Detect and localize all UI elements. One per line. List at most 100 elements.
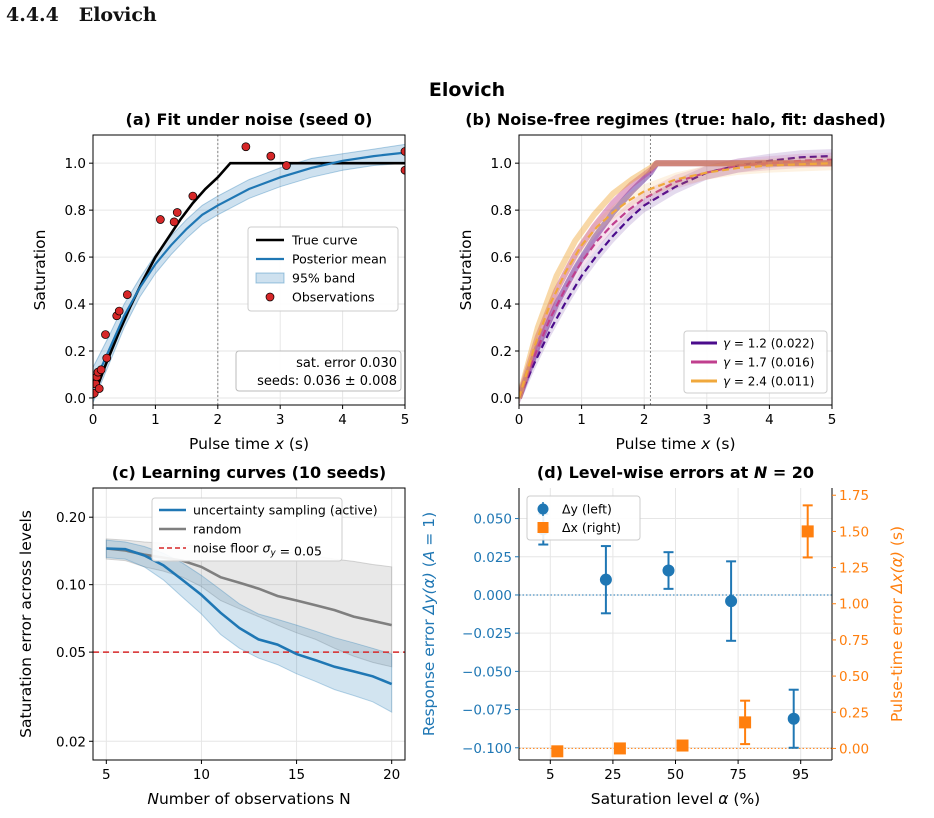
observation-point — [172, 208, 182, 217]
legend-swatch — [255, 272, 285, 284]
axes-frame — [518, 134, 833, 406]
legend-label-2: γ = 1.7 (0.016) — [723, 356, 814, 370]
annotation-line-1: sat. error 0.030 — [296, 356, 397, 371]
observation-point — [266, 151, 276, 161]
y-tick-label-right: 0.75 — [839, 633, 869, 649]
true-curve-line — [93, 161, 405, 399]
y-tick-label-right: 0.25 — [839, 705, 869, 721]
legend-label-3: γ = 2.4 (0.011) — [723, 375, 814, 389]
legend-box — [151, 497, 343, 562]
legend-label-random: random — [193, 522, 241, 537]
observation-point — [241, 142, 251, 152]
plot-area — [93, 538, 405, 713]
x-tick-label: 1 — [151, 412, 160, 428]
observation-point — [101, 330, 110, 339]
y-tick-label: 0.050 — [473, 512, 512, 528]
x-axis-label: Pulse time x (s) — [189, 435, 309, 453]
annotation-line-2: seeds: 0.036 ± 0.008 — [257, 374, 397, 389]
y-tick-label: 0.02 — [56, 734, 86, 750]
x-tick-label: 25 — [604, 767, 621, 783]
x-tick-label: 75 — [730, 767, 747, 783]
x-axis-label: Pulse time x (s) — [616, 435, 736, 453]
observation-point — [102, 353, 112, 363]
dy-point — [725, 595, 738, 608]
y-tick-label: 0.2 — [491, 344, 512, 360]
y-tick-label: 0.20 — [56, 510, 86, 526]
y-tick-label: 0.8 — [491, 203, 512, 219]
y-tick-label: 0.000 — [473, 588, 512, 604]
dy-point — [599, 573, 612, 586]
dx-point — [551, 745, 564, 758]
legend: Δy (left) Δx (right) — [526, 495, 641, 541]
legend-swatch-dx — [537, 522, 549, 533]
y-tick-label: 0.4 — [491, 297, 512, 313]
x-tick-label: 2 — [214, 412, 223, 428]
y-tick-label: 0.6 — [491, 250, 512, 266]
legend-box — [247, 226, 399, 312]
x-tick-label: 20 — [383, 767, 400, 783]
x-axis-label: Saturation level α (%) — [591, 790, 760, 808]
panel-title: (d) Level-wise errors at N = 20 — [537, 463, 814, 482]
axes-frame — [92, 487, 406, 761]
error-annotation: sat. error 0.030 seeds: 0.036 ± 0.008 — [235, 350, 402, 392]
legend-box — [683, 330, 828, 394]
x-tick-label: 2 — [640, 412, 649, 428]
y-axis-label: Saturation error across levels — [17, 510, 35, 738]
observation-point — [400, 165, 405, 175]
annotation-box — [235, 350, 402, 392]
plot-area — [519, 504, 832, 758]
observation-point — [400, 147, 405, 156]
x-tick-label: 5 — [828, 412, 837, 428]
true-halo-3 — [519, 160, 832, 399]
y-tick-label: −0.100 — [462, 741, 512, 757]
panel-b: 0 1 2 3 4 5 0.0 0.2 0.4 0.6 0.8 1.0 (b) Noise-free r… — [457, 110, 886, 453]
posterior-mean-line — [93, 151, 405, 387]
legend: uncertainty sampling (active) random noise… — [151, 497, 378, 562]
x-tick-label: 0 — [515, 412, 524, 428]
legend-label-dy: Δy (left) — [562, 502, 612, 517]
legend: True curve Posterior mean 95% band Observat… — [247, 226, 399, 312]
legend-label-noise: noise floor σy = 0.05 — [193, 541, 322, 559]
y-tick-label: 1.0 — [491, 156, 512, 172]
band-active — [105, 539, 393, 713]
observation-point — [282, 161, 291, 170]
observation-point — [94, 384, 104, 393]
y-tick-label-right: 1.00 — [839, 597, 869, 613]
observation-point — [188, 191, 198, 201]
x-tick-label: 5 — [401, 412, 410, 428]
y-tick-label-right: 0.50 — [839, 669, 869, 685]
y-axis-label: Saturation — [457, 230, 475, 311]
y-tick-label-right: 1.75 — [839, 488, 869, 504]
legend-true-label: True curve — [291, 233, 358, 248]
x-tick-label: 50 — [667, 767, 684, 783]
legend-label-active: uncertainty sampling (active) — [193, 503, 378, 518]
y-tick-label: −0.025 — [462, 626, 512, 642]
observation-point — [156, 215, 165, 224]
y-tick-label: 1.0 — [65, 156, 86, 172]
y-tick-label: 0.025 — [473, 550, 512, 566]
y-axis-label: Saturation — [31, 230, 49, 311]
axes-frame — [92, 134, 406, 406]
y-tick-label: −0.050 — [462, 664, 512, 680]
legend-band-label: 95% band — [292, 271, 355, 286]
legend-box — [526, 495, 641, 541]
observation-point — [122, 290, 132, 300]
credible-band — [93, 143, 405, 403]
dx-point — [676, 739, 689, 752]
y-tick-label: 0.2 — [65, 344, 86, 360]
x-tick-label: 1 — [577, 412, 586, 428]
fit-dashed-1 — [519, 155, 832, 399]
dx-point — [801, 525, 814, 538]
x-tick-label: 15 — [288, 767, 305, 783]
x-axis-label: Number of observations N — [147, 790, 350, 808]
panel-title: (c) Learning curves (10 seeds) — [112, 463, 387, 482]
observation-point — [169, 217, 179, 227]
panel-d: 5 25 50 75 95 −0.100 −0.075 −0.050 −0.025 0.000 0.… — [420, 463, 906, 808]
section-heading: 4.4.4 Elovich — [6, 4, 157, 26]
x-tick-label: 5 — [546, 767, 555, 783]
x-tick-label: 4 — [765, 412, 774, 428]
figure-title: Elovich — [429, 79, 505, 101]
panel-title: (b) Noise-free regimes (true: halo, fit:… — [465, 110, 886, 129]
y-tick-label: 0.05 — [56, 645, 86, 661]
